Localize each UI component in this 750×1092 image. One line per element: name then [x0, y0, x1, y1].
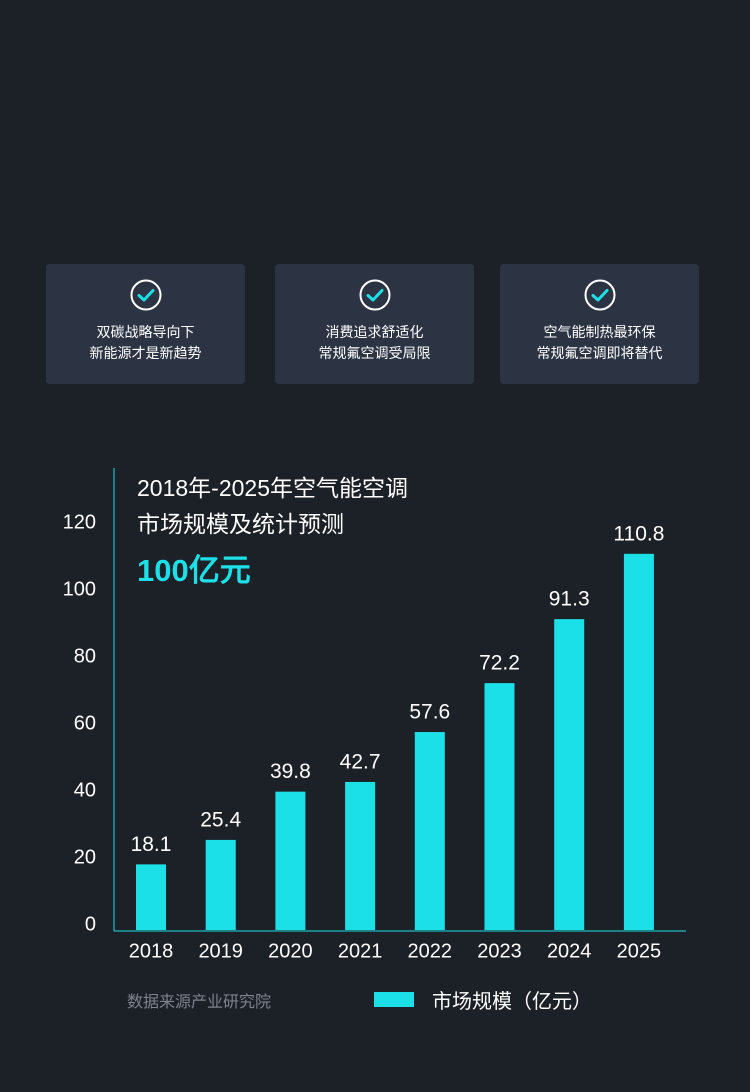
y-tick-label: 40	[74, 779, 96, 801]
data-source: 数据来源产业研究院	[127, 992, 272, 1011]
legend-label: 市场规模（亿元）	[432, 989, 592, 1013]
chart-title-line2: 市场规模及统计预测	[137, 511, 344, 537]
x-tick-label: 2025	[617, 940, 662, 962]
chart-title-line1: 2018年-2025年空气能空调	[137, 475, 408, 501]
bar-value-label: 110.8	[613, 522, 664, 545]
feature-text-line1: 双碳战略导向下	[96, 325, 195, 341]
y-tick-label: 100	[63, 578, 96, 600]
check-circle-icon	[130, 279, 161, 311]
bar-value-label: 18.1	[131, 833, 172, 856]
feature-card-2: 消费追求舒适化 常规氟空调受局限	[275, 264, 474, 384]
feature-card-1: 双碳战略导向下 新能源才是新趋势	[46, 264, 245, 384]
bar	[484, 683, 515, 930]
x-tick-label: 2022	[408, 940, 453, 962]
legend-swatch	[374, 992, 414, 1007]
feature-card-3: 空气能制热最环保 常规氟空调即将替代	[500, 264, 699, 384]
feature-text-line1: 空气能制热最环保	[543, 325, 656, 341]
bar	[554, 619, 585, 930]
bar	[205, 839, 236, 930]
highlight-value: 100亿元	[137, 553, 251, 588]
check-circle-icon	[359, 279, 390, 311]
y-tick-label: 60	[74, 712, 96, 734]
bar-value-label: 57.6	[409, 701, 450, 724]
bar-value-label: 91.3	[549, 588, 590, 611]
bar	[414, 732, 445, 930]
x-tick-label: 2023	[477, 940, 522, 962]
feature-text-line2: 常规氟空调受局限	[318, 346, 431, 362]
check-circle-icon	[584, 279, 615, 311]
x-tick-label: 2021	[338, 940, 383, 962]
feature-text-line2: 常规氟空调即将替代	[536, 346, 663, 362]
feature-text-line2: 新能源才是新趋势	[89, 346, 202, 362]
bar-value-label: 25.4	[200, 808, 241, 831]
bar-value-label: 39.8	[270, 760, 311, 783]
x-tick-label: 2020	[268, 940, 313, 962]
y-tick-label: 20	[74, 846, 96, 868]
bar	[136, 864, 166, 930]
x-tick-label: 2024	[547, 940, 592, 962]
y-tick-label: 80	[74, 645, 96, 667]
x-tick-label: 2018	[129, 940, 174, 962]
y-tick-label: 120	[63, 511, 96, 533]
bar-value-label: 72.2	[479, 652, 520, 675]
bar-value-label: 42.7	[340, 751, 381, 774]
bar	[345, 781, 376, 930]
feature-text-line1: 消费追求舒适化	[325, 325, 424, 341]
bar	[623, 553, 654, 930]
x-tick-label: 2019	[198, 940, 243, 962]
y-tick-label: 0	[85, 913, 96, 935]
bar	[275, 791, 306, 930]
